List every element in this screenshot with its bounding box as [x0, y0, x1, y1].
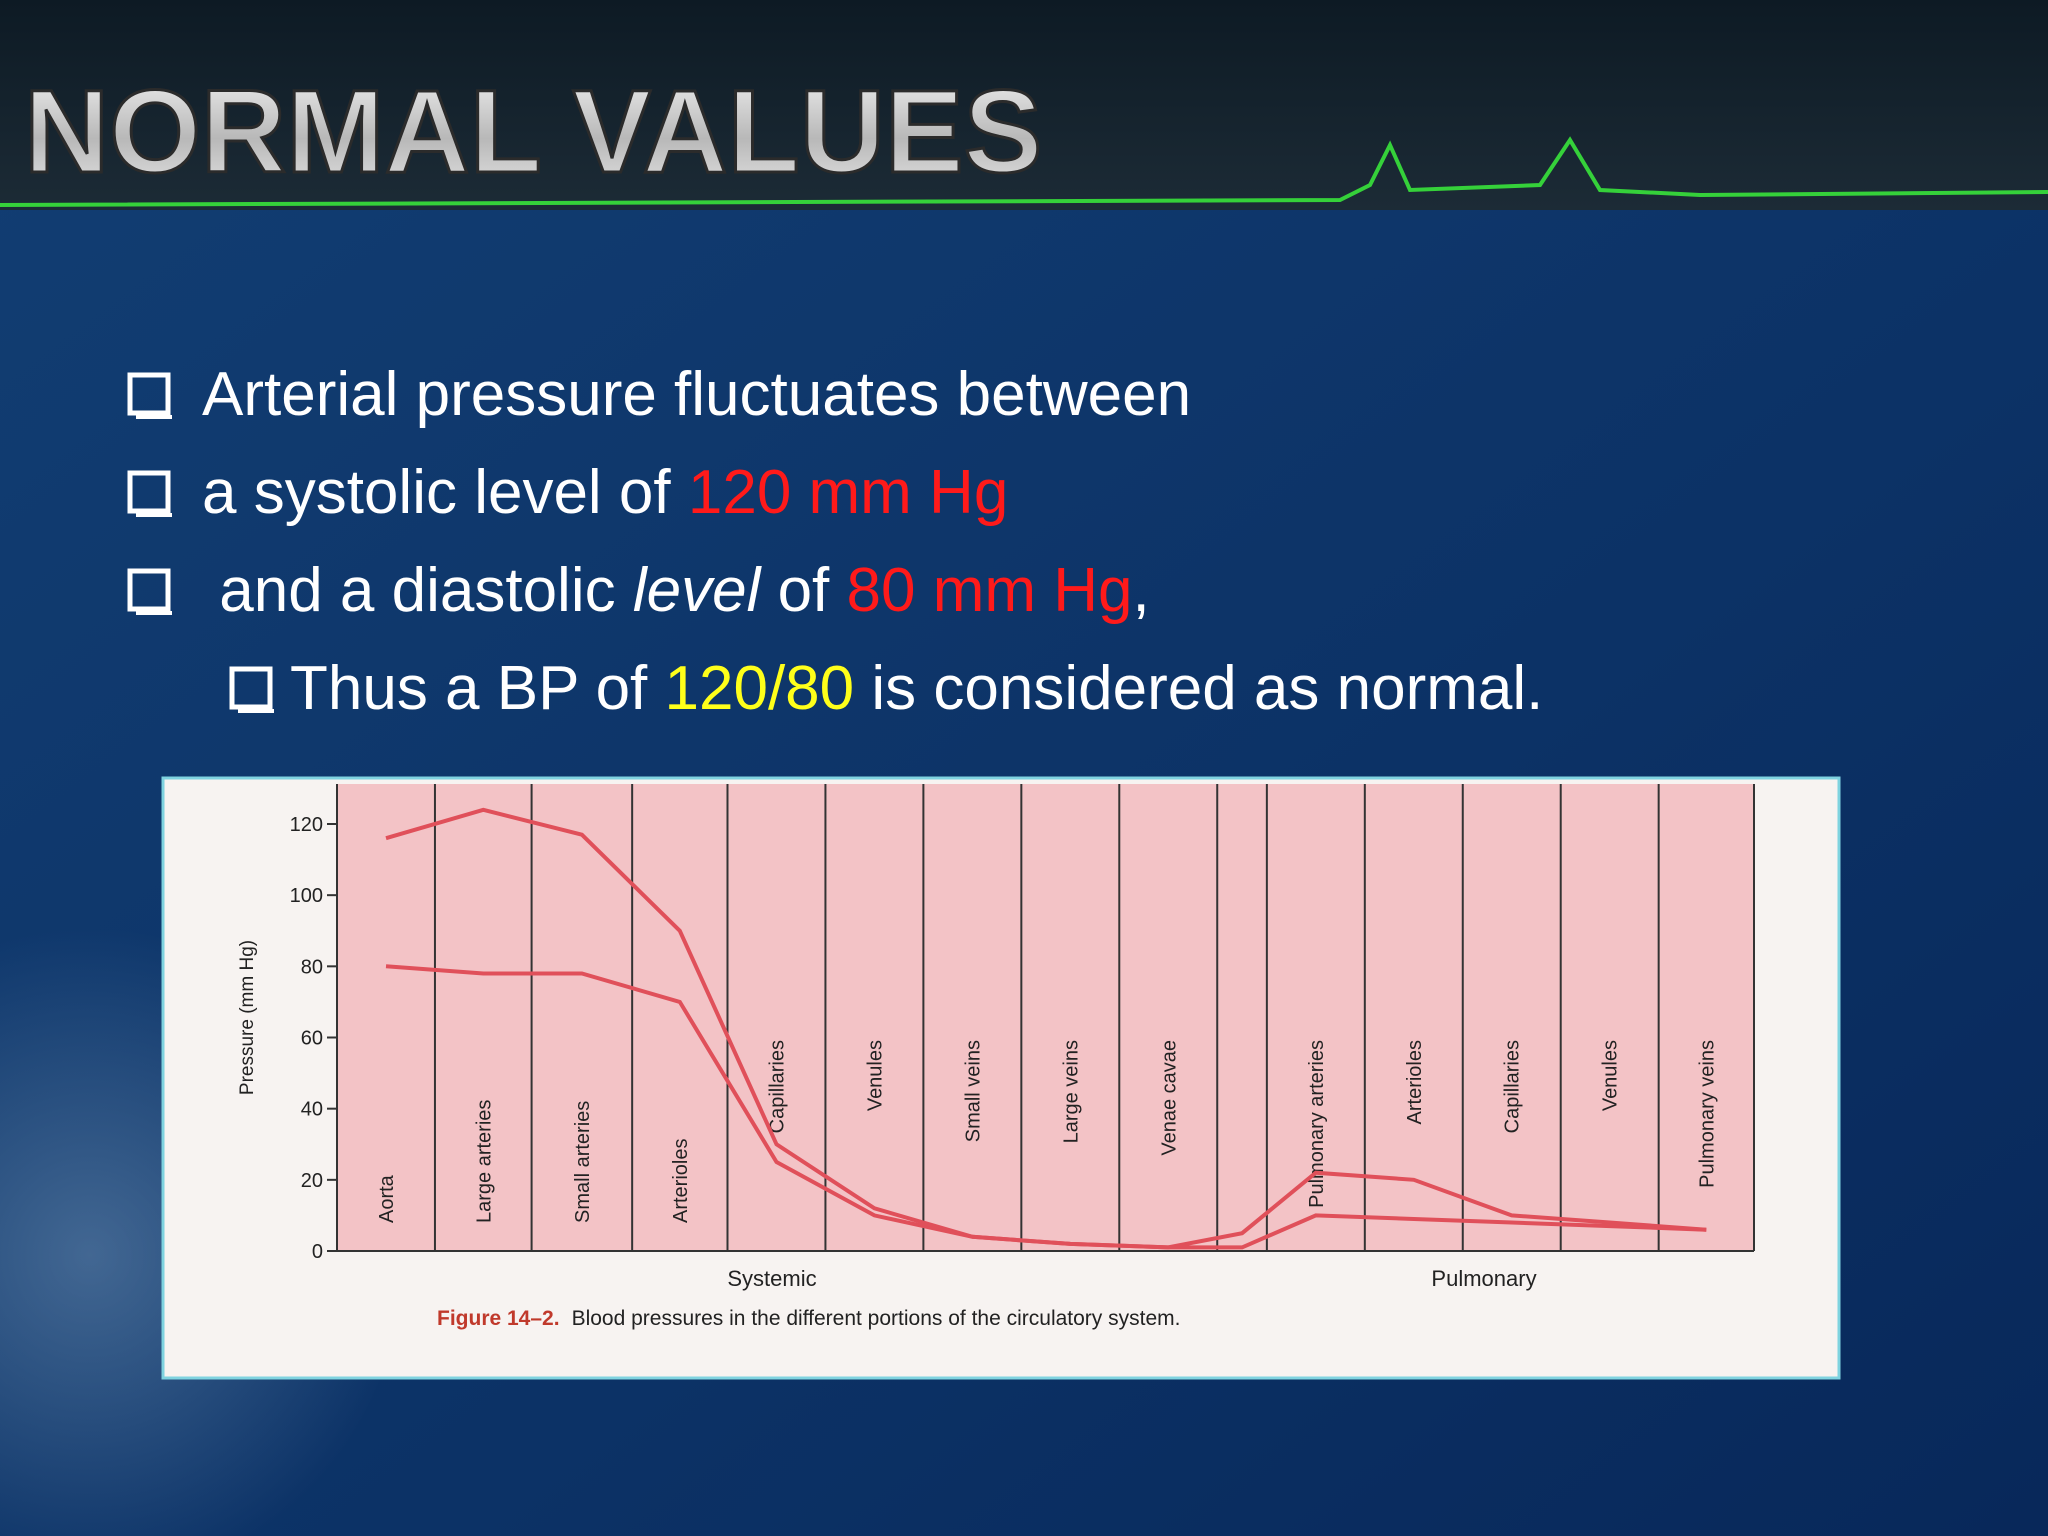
pressure-line [385, 964, 1707, 1250]
bullet-text: and a diastolic level of 80 mm Hg, [202, 556, 1150, 625]
caption: Figure 14–2. Blood pressures in the diffe… [437, 1307, 1180, 1330]
bullet-text-part: 120/80 [665, 654, 855, 723]
segment-label: Large veins [1060, 1040, 1082, 1143]
bullet-text-part: 80 mm Hg [847, 556, 1133, 625]
segment-label: Small veins [962, 1040, 984, 1142]
y-tick-label: 80 [301, 956, 323, 978]
bullet-text-part: , [1132, 556, 1149, 625]
caption-label: Figure 14–2. [437, 1307, 560, 1330]
segment-label: Capillaries [1502, 1040, 1524, 1133]
bullet-box [229, 666, 273, 710]
bullet-text-part: of [760, 556, 846, 625]
bullet-text-part: 120 mm Hg [688, 458, 1008, 527]
y-tick-label: 100 [290, 885, 323, 907]
y-tick-label: 20 [301, 1170, 323, 1192]
bullet-text: Thus a BP of 120/80 is considered as nor… [290, 654, 1543, 723]
group-label: Pulmonary [1431, 1266, 1536, 1291]
y-tick-label: 0 [312, 1241, 323, 1263]
bullet-box [127, 372, 171, 416]
bullet-box [127, 470, 171, 514]
bullet-text-part: Thus a BP of [290, 654, 665, 723]
plot-area [337, 784, 1754, 1251]
bullet-text-part: and a diastolic [202, 556, 633, 625]
segment-label: Large arteries [473, 1100, 495, 1223]
bullet-text-part: Arterial pressure fluctuates between [202, 360, 1191, 429]
header-band [0, 0, 2048, 210]
y-tick-label: 120 [290, 814, 323, 836]
bullet-text-part: level [633, 556, 763, 625]
segment-label: Arterioles [670, 1139, 692, 1223]
y-tick-label: 40 [301, 1099, 323, 1121]
group-label: Systemic [727, 1266, 816, 1291]
segment-label: Venules [864, 1040, 886, 1111]
bullet-list: Arterial pressure fluctuates between a sy… [127, 360, 1543, 723]
segment-label: Aorta [376, 1174, 398, 1223]
segment-label: Venules [1600, 1040, 1622, 1111]
segment-label: Venae cavae [1158, 1040, 1180, 1156]
segment-label: Arterioles [1404, 1040, 1426, 1124]
bullet-text: a systolic level of 120 mm Hg [202, 458, 1008, 527]
figure: 0 20 40 60 80 100 120 Pressure (mm Hg) Aorta Larg… [237, 784, 1755, 1330]
y-tick-label: 60 [301, 1028, 323, 1050]
bullet-text-part: a systolic level of [202, 458, 688, 527]
slide-title: NORMAL VALUES [24, 66, 1042, 198]
segment-label: Pulmonary veins [1696, 1040, 1718, 1188]
bullet-box [127, 568, 171, 612]
bullet-text-part: is considered as normal. [854, 654, 1543, 723]
caption-text: Blood pressures in the different portion… [572, 1307, 1181, 1330]
y-axis-label: Pressure (mm Hg) [237, 940, 258, 1095]
bullet-text: Arterial pressure fluctuates between [202, 360, 1191, 429]
segment-label: Capillaries [766, 1040, 788, 1133]
segment-label: Small arteries [572, 1101, 594, 1223]
ecg-line [0, 136, 2048, 207]
segment-label: Pulmonary arteries [1306, 1040, 1328, 1208]
